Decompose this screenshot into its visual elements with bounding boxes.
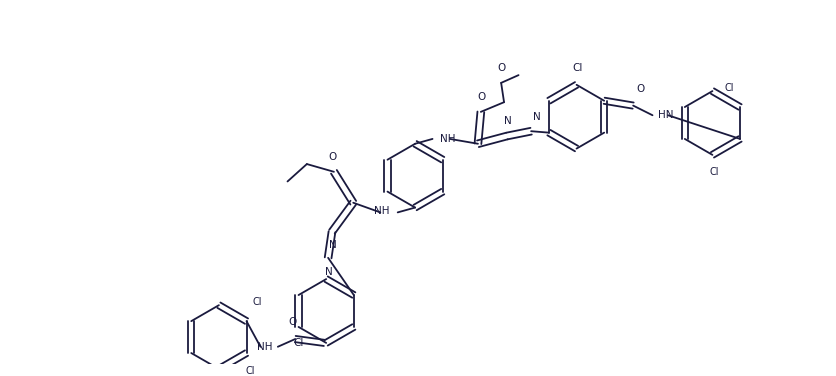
Text: N: N bbox=[533, 112, 540, 121]
Text: N: N bbox=[325, 267, 333, 276]
Text: Cl: Cl bbox=[572, 63, 582, 73]
Text: Cl: Cl bbox=[252, 297, 262, 307]
Text: NH: NH bbox=[257, 342, 272, 352]
Text: O: O bbox=[329, 152, 337, 162]
Text: N: N bbox=[503, 116, 511, 126]
Text: O: O bbox=[288, 317, 296, 327]
Text: NH: NH bbox=[440, 134, 456, 144]
Text: Cl: Cl bbox=[724, 83, 733, 94]
Text: Cl: Cl bbox=[709, 167, 718, 177]
Text: O: O bbox=[477, 92, 486, 102]
Text: HN: HN bbox=[658, 110, 673, 120]
Text: Cl: Cl bbox=[293, 338, 303, 347]
Text: Cl: Cl bbox=[245, 365, 255, 376]
Text: NH: NH bbox=[374, 206, 390, 217]
Text: O: O bbox=[635, 84, 644, 94]
Text: O: O bbox=[497, 63, 505, 73]
Text: N: N bbox=[329, 240, 336, 250]
